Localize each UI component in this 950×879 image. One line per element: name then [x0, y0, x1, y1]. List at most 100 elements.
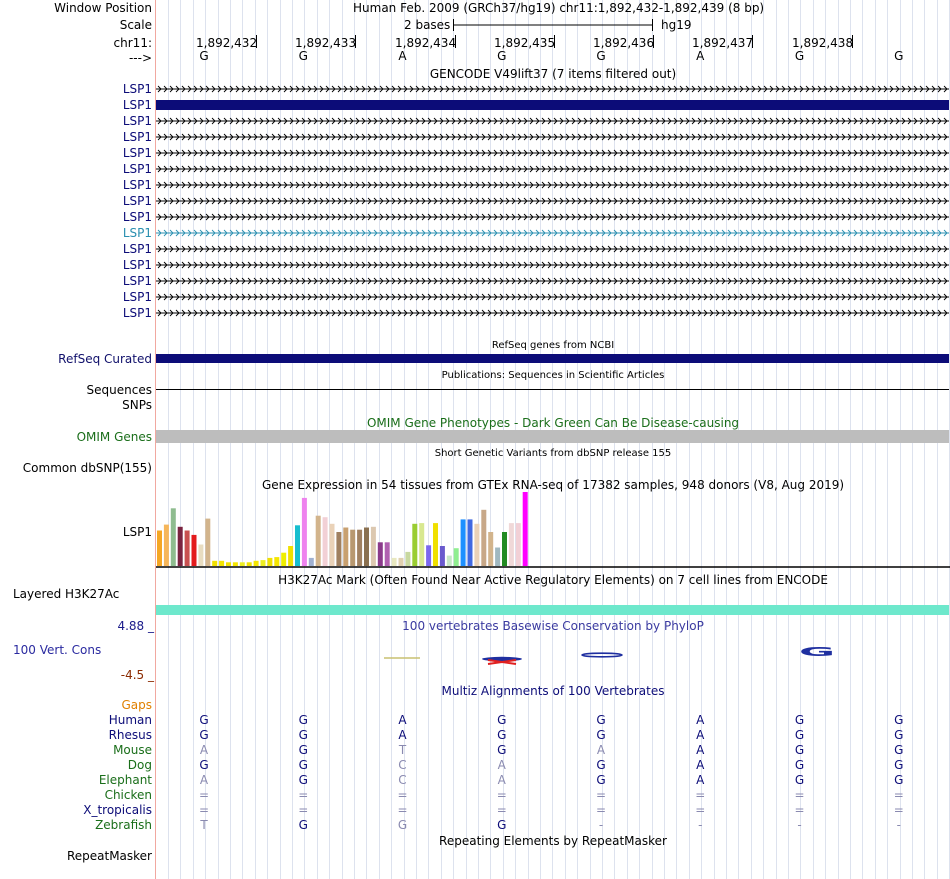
strand-arrow-label[interactable]: --->: [128, 51, 152, 65]
multiz-species-label[interactable]: Zebrafish: [95, 818, 152, 832]
gtex-tissue-bar[interactable]: [377, 542, 383, 566]
gtex-tissue-bar[interactable]: [288, 546, 294, 566]
gtex-tissue-bar[interactable]: [481, 509, 487, 566]
gtex-tissue-bar[interactable]: [170, 508, 176, 566]
gencode-transcript-label[interactable]: LSP1: [122, 226, 152, 240]
gtex-tissue-bar[interactable]: [350, 529, 356, 566]
gencode-transcript-label[interactable]: LSP1: [122, 130, 152, 144]
gencode-transcript-feature[interactable]: [156, 211, 949, 223]
h3k27ac-label[interactable]: Layered H3K27Ac: [13, 587, 120, 601]
gencode-transcript-feature[interactable]: [156, 227, 949, 239]
gencode-transcript-feature[interactable]: [156, 275, 949, 287]
snps-label[interactable]: SNPs: [122, 398, 152, 412]
gencode-transcript-label[interactable]: LSP1: [122, 194, 152, 208]
gtex-tissue-bar[interactable]: [439, 546, 445, 566]
gtex-tissue-bar[interactable]: [191, 534, 197, 566]
gtex-tissue-bar[interactable]: [370, 526, 376, 566]
gtex-tissue-bar[interactable]: [157, 530, 162, 567]
gencode-transcript-label[interactable]: LSP1: [122, 98, 152, 112]
gtex-tissue-bar[interactable]: [308, 557, 314, 566]
gencode-transcript-feature[interactable]: [156, 291, 949, 303]
phylop-logo[interactable]: G: [156, 640, 950, 670]
gencode-transcript-feature[interactable]: [156, 115, 949, 127]
multiz-species-label[interactable]: Dog: [127, 758, 152, 772]
gencode-transcript-label[interactable]: LSP1: [122, 306, 152, 320]
gtex-tissue-bar[interactable]: [253, 560, 259, 566]
gtex-tissue-bar[interactable]: [467, 519, 473, 566]
gencode-transcript-feature[interactable]: [156, 83, 949, 95]
gtex-tissue-bar[interactable]: [329, 523, 335, 566]
gtex-tissue-bar[interactable]: [495, 547, 501, 567]
gencode-transcript-feature[interactable]: [156, 131, 949, 143]
repeatmasker-label[interactable]: RepeatMasker: [66, 849, 152, 863]
gencode-transcript-feature[interactable]: [156, 195, 949, 207]
multiz-species-label[interactable]: Mouse: [113, 743, 152, 757]
omim-label[interactable]: OMIM Genes: [76, 430, 152, 444]
gtex-tissue-bar[interactable]: [508, 523, 514, 566]
gencode-transcript-feature[interactable]: [156, 99, 949, 111]
gtex-tissue-bar[interactable]: [177, 526, 183, 566]
multiz-species-label[interactable]: Human: [108, 713, 152, 727]
sequences-label[interactable]: Sequences: [86, 383, 152, 397]
gencode-transcript-feature[interactable]: [156, 259, 949, 271]
gtex-tissue-bar[interactable]: [232, 562, 238, 566]
gtex-tissue-bar[interactable]: [384, 542, 390, 566]
gencode-transcript-label[interactable]: LSP1: [122, 290, 152, 304]
gtex-tissue-bar[interactable]: [198, 544, 204, 567]
gtex-tissue-bar[interactable]: [419, 523, 425, 566]
gencode-transcript-feature[interactable]: [156, 147, 949, 159]
gtex-tissue-bar[interactable]: [219, 560, 225, 566]
gtex-tissue-bar[interactable]: [274, 557, 280, 566]
gencode-transcript-feature[interactable]: [156, 307, 949, 319]
gtex-tissue-bar[interactable]: [205, 518, 211, 566]
gtex-bar-chart[interactable]: [156, 492, 950, 570]
gtex-gene-label[interactable]: LSP1: [122, 525, 152, 539]
multiz-species-label[interactable]: Chicken: [104, 788, 152, 802]
refseq-label[interactable]: RefSeq Curated: [58, 352, 152, 366]
gtex-tissue-bar[interactable]: [453, 548, 459, 566]
gtex-tissue-bar[interactable]: [460, 519, 466, 566]
gtex-tissue-bar[interactable]: [515, 523, 521, 566]
gencode-transcript-feature[interactable]: [156, 179, 949, 191]
gtex-tissue-bar[interactable]: [295, 525, 300, 566]
gencode-transcript-feature[interactable]: [156, 243, 949, 255]
gencode-transcript-label[interactable]: LSP1: [122, 242, 152, 256]
gtex-tissue-bar[interactable]: [364, 527, 369, 567]
gtex-tissue-bar[interactable]: [163, 524, 169, 566]
gtex-tissue-bar[interactable]: [343, 527, 349, 567]
gencode-transcript-feature[interactable]: [156, 163, 949, 175]
gtex-tissue-bar[interactable]: [502, 532, 507, 566]
gtex-tissue-bar[interactable]: [226, 562, 231, 566]
gencode-transcript-label[interactable]: LSP1: [122, 274, 152, 288]
gtex-tissue-bar[interactable]: [426, 545, 432, 566]
gtex-tissue-bar[interactable]: [267, 557, 273, 566]
gencode-transcript-label[interactable]: LSP1: [122, 258, 152, 272]
gencode-transcript-label[interactable]: LSP1: [122, 162, 152, 176]
gtex-tissue-bar[interactable]: [184, 530, 190, 567]
gtex-tissue-bar[interactable]: [357, 529, 363, 566]
gencode-transcript-label[interactable]: LSP1: [122, 114, 152, 128]
gtex-tissue-bar[interactable]: [391, 557, 397, 566]
gtex-tissue-bar[interactable]: [336, 532, 342, 566]
phylop-label[interactable]: 100 Vert. Cons: [13, 643, 102, 657]
gtex-tissue-bar[interactable]: [315, 515, 321, 566]
gtex-tissue-bar[interactable]: [301, 497, 307, 566]
gtex-tissue-bar[interactable]: [212, 560, 218, 566]
multiz-species-label[interactable]: X_tropicalis: [83, 803, 152, 817]
gaps-label[interactable]: Gaps: [121, 698, 152, 712]
multiz-species-label[interactable]: Rhesus: [108, 728, 152, 742]
gencode-transcript-label[interactable]: LSP1: [122, 210, 152, 224]
sequences-feature[interactable]: [156, 389, 949, 390]
gtex-tissue-bar[interactable]: [260, 560, 266, 566]
gtex-tissue-bar[interactable]: [474, 523, 480, 566]
gtex-tissue-bar[interactable]: [405, 551, 411, 566]
gtex-tissue-bar[interactable]: [322, 517, 328, 566]
gtex-tissue-bar[interactable]: [488, 532, 494, 566]
h3k27ac-signal[interactable]: [156, 605, 949, 615]
gtex-tissue-bar[interactable]: [398, 557, 404, 566]
gencode-transcript-label[interactable]: LSP1: [122, 82, 152, 96]
dbsnp-label[interactable]: Common dbSNP(155): [22, 461, 152, 475]
gencode-transcript-label[interactable]: LSP1: [122, 146, 152, 160]
gtex-tissue-bar[interactable]: [239, 562, 245, 566]
gtex-tissue-bar[interactable]: [446, 555, 452, 566]
